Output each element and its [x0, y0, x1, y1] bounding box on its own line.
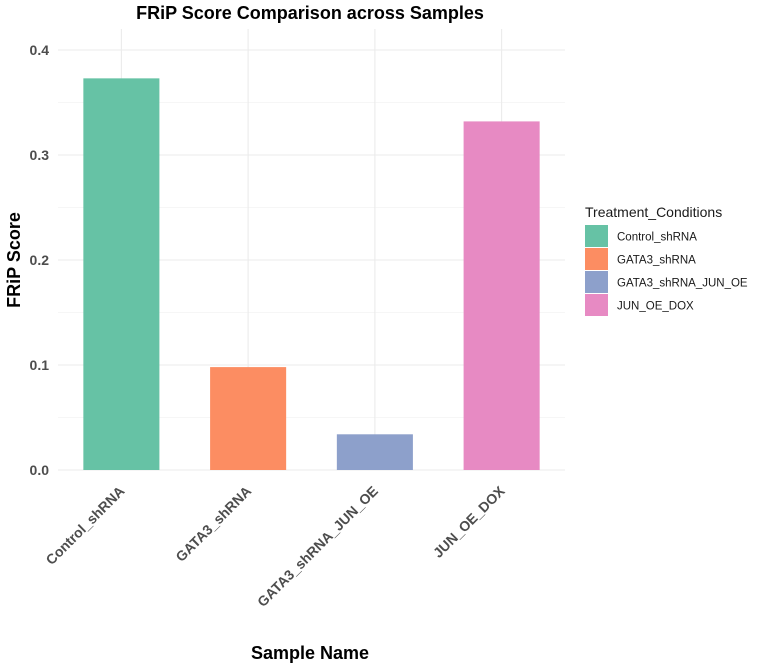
y-tick-label: 0.2 — [30, 252, 50, 268]
legend: Treatment_Conditions Control_shRNA GATA3_… — [585, 204, 748, 316]
bar-gata3-shrna — [210, 367, 287, 470]
y-axis-title: FRiP Score — [4, 212, 24, 308]
x-tick-label: GATA3_shRNA — [172, 483, 254, 565]
y-tick-label: 0.0 — [30, 462, 50, 478]
bar-jun-oe-dox — [463, 121, 540, 471]
x-tick-label: JUN_OE_DOX — [430, 482, 508, 560]
y-tick-label: 0.3 — [30, 147, 50, 163]
bars — [83, 78, 540, 471]
y-tick-label: 0.4 — [30, 42, 50, 58]
chart-title: FRiP Score Comparison across Samples — [136, 3, 484, 23]
legend-key — [585, 271, 608, 293]
x-axis-title: Sample Name — [251, 643, 369, 663]
legend-key — [585, 248, 608, 270]
bar-gata3-shrna-jun-oe — [336, 434, 413, 470]
legend-label: GATA3_shRNA_JUN_OE — [617, 278, 748, 290]
bar-control-shrna — [83, 78, 160, 470]
legend-label: JUN_OE_DOX — [617, 301, 694, 313]
y-axis-ticks: 0.0 0.1 0.2 0.3 0.4 — [30, 42, 50, 478]
legend-key — [585, 294, 608, 316]
legend-label: GATA3_shRNA — [617, 255, 696, 267]
x-tick-label: GATA3_shRNA_JUN_OE — [254, 483, 381, 610]
legend-title: Treatment_Conditions — [585, 204, 722, 220]
x-tick-label: Control_shRNA — [42, 483, 127, 568]
y-tick-label: 0.1 — [30, 357, 50, 373]
x-axis-ticks: Control_shRNA GATA3_shRNA GATA3_shRNA_JUN_… — [42, 482, 508, 609]
legend-label: Control_shRNA — [617, 232, 697, 244]
legend-key — [585, 225, 608, 247]
